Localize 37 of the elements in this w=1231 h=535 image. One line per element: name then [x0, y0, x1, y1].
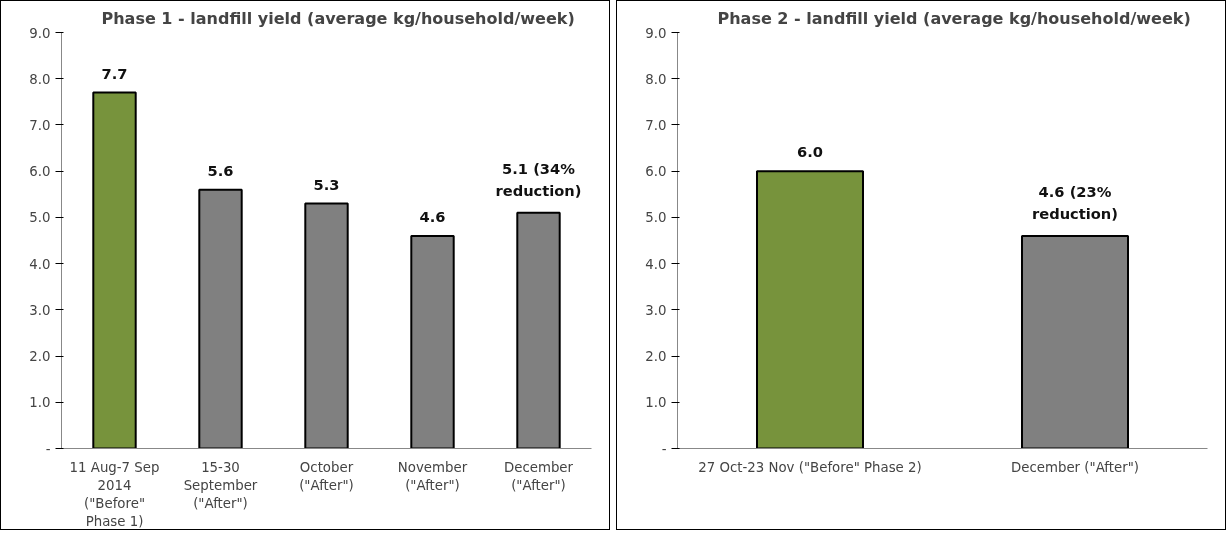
y-tick-label: 1.0 [29, 395, 51, 411]
chart-title: Phase 1 - landfill yield (average kg/household/week) [101, 8, 575, 28]
y-tick-label: 5.0 [645, 210, 667, 226]
data-label: 7.7 [101, 64, 128, 82]
y-tick-label: 5.0 [29, 210, 51, 226]
data-label: 5.1 (34% reduction) [495, 159, 582, 199]
y-tick-label: 1.0 [645, 395, 667, 411]
y-tick-label: 7.0 [29, 117, 51, 133]
y-tick-label: 8.0 [645, 71, 667, 87]
data-label: 6.0 [797, 143, 823, 161]
data-label: 5.3 [313, 175, 340, 193]
y-tick-label: 4.0 [645, 256, 667, 272]
y-tick-label: 7.0 [645, 117, 667, 133]
y-tick-label: 2.0 [645, 349, 667, 365]
x-tick-label: November ("After") [397, 459, 468, 493]
chart-title: Phase 2 - landfill yield (average kg/household/week) [717, 8, 1191, 28]
y-tick-label: 3.0 [29, 302, 51, 318]
y-tick-label: - [661, 441, 667, 457]
y-tick-label: 4.0 [29, 256, 51, 272]
data-label: 4.6 [419, 207, 446, 225]
y-tick-label: - [45, 441, 51, 457]
x-tick-label: December ("After") [503, 459, 574, 493]
y-tick-label: 2.0 [29, 349, 51, 365]
x-tick-label: October ("After") [299, 459, 354, 493]
y-tick-label: 9.0 [29, 25, 51, 41]
y-tick-label: 6.0 [645, 164, 667, 180]
bar [92, 91, 137, 449]
x-tick-label: 27 Oct-23 Nov ("Before" Phase 2) [698, 459, 922, 475]
y-tick-label: 3.0 [645, 302, 667, 318]
x-tick-label: 11 Aug-7 Sep 2014 ("Before" Phase 1) [69, 459, 160, 529]
y-tick-label: 6.0 [29, 164, 51, 180]
x-tick-label: 15-30 September ("After") [183, 459, 258, 511]
data-label: 5.6 [207, 161, 234, 179]
x-tick-label: December ("After") [1010, 459, 1140, 475]
y-tick-label: 9.0 [645, 25, 667, 41]
y-tick-label: 8.0 [29, 71, 51, 87]
data-label: 4.6 (23% reduction) [1031, 182, 1119, 222]
